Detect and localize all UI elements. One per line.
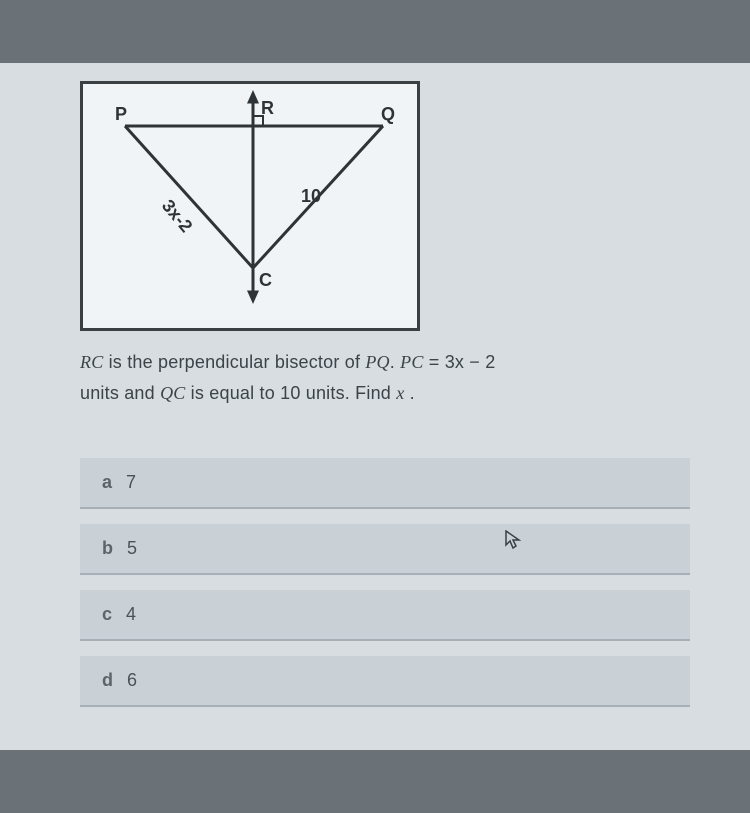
var-qc: QC	[160, 383, 185, 403]
answer-letter: b	[102, 538, 113, 559]
question-text: RC is the perpendicular bisector of PQ. …	[80, 347, 690, 408]
label-p: P	[115, 104, 127, 124]
figure-diagram: P R Q C 3x-2 10	[80, 81, 420, 331]
var-rc: RC	[80, 352, 103, 372]
var-pc: PC	[400, 352, 423, 372]
label-c: C	[259, 270, 272, 290]
var-pq: PQ	[365, 352, 389, 372]
answer-letter: a	[102, 472, 112, 493]
label-left-side: 3x-2	[158, 196, 196, 236]
answer-letter: c	[102, 604, 112, 625]
answer-option-c[interactable]: c 4	[80, 590, 690, 641]
answer-text: 7	[126, 472, 136, 493]
answer-text: 4	[126, 604, 136, 625]
answer-option-d[interactable]: d 6	[80, 656, 690, 707]
geometry-svg: P R Q C 3x-2 10	[83, 84, 423, 334]
label-r: R	[261, 98, 274, 118]
segment-pc	[125, 126, 253, 268]
answer-text: 6	[127, 670, 137, 691]
answer-option-a[interactable]: a 7	[80, 458, 690, 509]
answer-list: a 7 b 5 c 4 d 6	[80, 458, 690, 707]
answer-letter: d	[102, 670, 113, 691]
label-q: Q	[381, 104, 395, 124]
content-area: P R Q C 3x-2 10 RC is the perpendicular …	[0, 63, 750, 750]
answer-option-b[interactable]: b 5	[80, 524, 690, 575]
answer-text: 5	[127, 538, 137, 559]
label-right-side: 10	[301, 186, 321, 206]
